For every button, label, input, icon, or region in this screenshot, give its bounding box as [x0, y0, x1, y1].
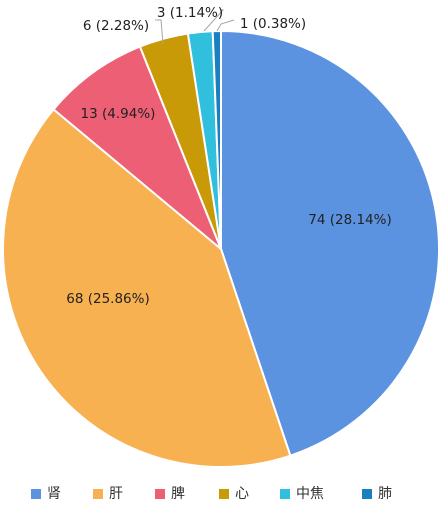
- legend-swatch-1: [93, 489, 103, 499]
- legend-swatch-2: [155, 489, 165, 499]
- legend-swatch-4: [280, 489, 290, 499]
- legend-label-5: 肺: [378, 486, 392, 502]
- pie-slice-1: [2, 107, 292, 468]
- legend-label-1: 肝: [109, 486, 123, 502]
- pie-slice-2: [52, 45, 222, 250]
- data-label-3: 6 (2.28%): [83, 18, 149, 34]
- data-label-1: 68 (25.86%): [66, 291, 149, 307]
- legend-label-0: 肾: [47, 486, 61, 502]
- leader-line-3: [155, 19, 164, 45]
- legend-item-4: 中焦: [280, 486, 324, 502]
- legend-label-3: 心: [235, 486, 249, 502]
- data-labels: 74 (28.14%) 68 (25.86%) 13 (4.94%) 6 (2.28%…: [66, 5, 391, 307]
- leader-lines: [155, 9, 235, 45]
- legend-swatch-3: [219, 489, 229, 499]
- pie-slices: [2, 29, 440, 468]
- pie-slice-5: [211, 29, 222, 250]
- pie-slice-0: [220, 29, 440, 457]
- leader-line-4: [203, 9, 225, 32]
- leader-line-5: [216, 19, 235, 32]
- legend-item-5: 肺: [362, 486, 392, 502]
- legend-item-3: 心: [219, 486, 249, 502]
- data-label-5: 1 (0.38%): [240, 16, 306, 32]
- legend-item-2: 脾: [155, 486, 185, 502]
- legend-label-4: 中焦: [296, 486, 324, 502]
- legend-swatch-0: [31, 489, 41, 499]
- legend-item-0: 肾: [31, 486, 61, 502]
- legend-label-2: 脾: [171, 486, 185, 502]
- legend-item-1: 肝: [93, 486, 123, 502]
- legend: 肾 肝 脾 心 中焦 肺: [31, 486, 392, 502]
- data-label-4: 3 (1.14%): [157, 5, 223, 21]
- legend-swatch-5: [362, 489, 372, 499]
- data-label-0: 74 (28.14%): [308, 212, 391, 228]
- data-label-2: 13 (4.94%): [81, 106, 156, 122]
